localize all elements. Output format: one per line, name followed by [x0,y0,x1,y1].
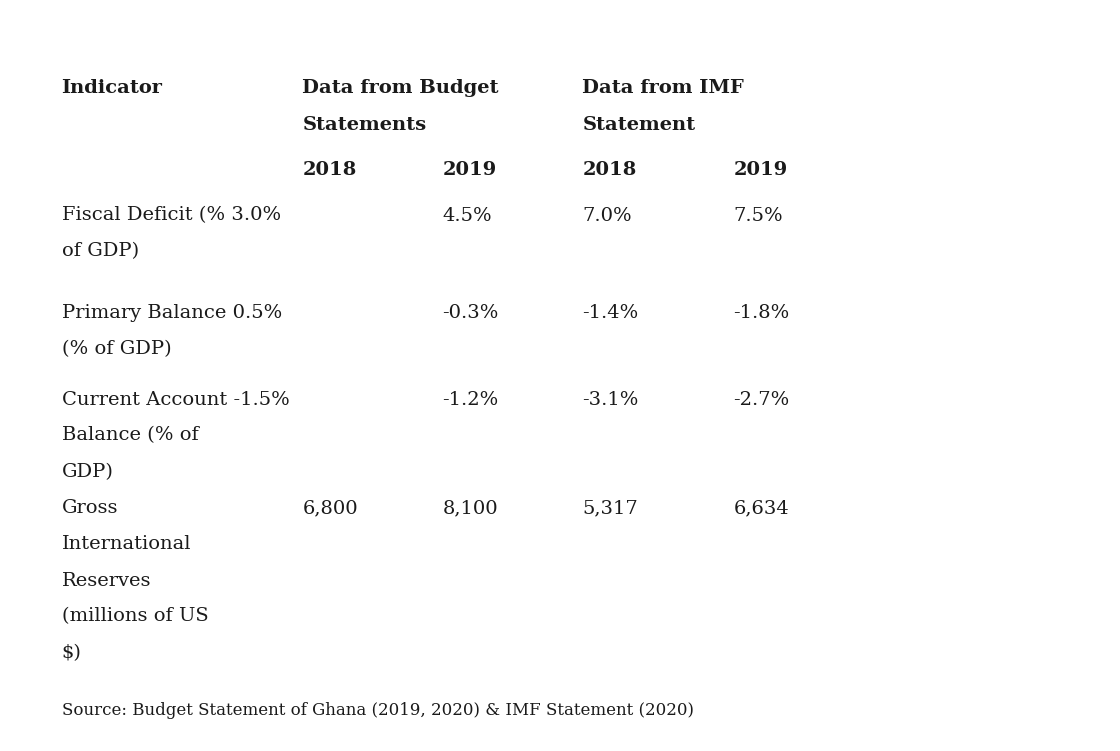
Text: Data from IMF: Data from IMF [582,79,744,97]
Text: 5,317: 5,317 [582,499,638,517]
Text: Gross: Gross [62,499,118,517]
Text: -3.1%: -3.1% [582,391,638,409]
Text: Statement: Statement [582,116,696,134]
Text: 8,100: 8,100 [442,499,498,517]
Text: $): $) [62,644,82,662]
Text: 7.5%: 7.5% [734,207,783,225]
Text: 6,634: 6,634 [734,499,790,517]
Text: (millions of US: (millions of US [62,608,208,626]
Text: 4.5%: 4.5% [442,207,492,225]
Text: Current Account -1.5%: Current Account -1.5% [62,391,289,409]
Text: GDP): GDP) [62,463,113,481]
Text: 2018: 2018 [582,161,636,179]
Text: 2019: 2019 [442,161,496,179]
Text: Fiscal Deficit (% 3.0%: Fiscal Deficit (% 3.0% [62,207,281,225]
Text: 2018: 2018 [302,161,356,179]
Text: Data from Budget: Data from Budget [302,79,498,97]
Text: -1.8%: -1.8% [734,304,790,322]
Text: International: International [62,535,192,553]
Text: of GDP): of GDP) [62,243,139,261]
Text: -2.7%: -2.7% [734,391,790,409]
Text: Primary Balance 0.5%: Primary Balance 0.5% [62,304,282,322]
Text: -1.2%: -1.2% [442,391,498,409]
Text: -1.4%: -1.4% [582,304,638,322]
Text: Source: Budget Statement of Ghana (2019, 2020) & IMF Statement (2020): Source: Budget Statement of Ghana (2019,… [62,702,693,719]
Text: 7.0%: 7.0% [582,207,632,225]
Text: (% of GDP): (% of GDP) [62,340,171,358]
Text: 6,800: 6,800 [302,499,358,517]
Text: Balance (% of: Balance (% of [62,427,198,445]
Text: Statements: Statements [302,116,427,134]
Text: Indicator: Indicator [62,79,162,97]
Text: -0.3%: -0.3% [442,304,498,322]
Text: Reserves: Reserves [62,572,151,590]
Text: 2019: 2019 [734,161,787,179]
